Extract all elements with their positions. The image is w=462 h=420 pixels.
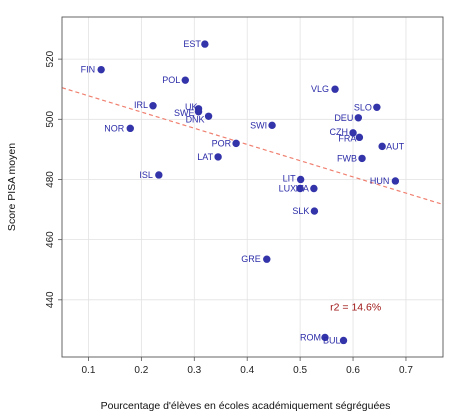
point-label-deu: DEU [334,113,353,123]
x-axis-ticks: 0.1 0.2 0.3 0.4 0.5 0.6 0.7 [82,357,413,376]
point-label-uk: UK [185,102,198,112]
data-point-por [232,139,240,148]
r2-annotation: r2 = 14.6% [330,301,381,313]
point-label-aut: AUT [386,141,405,151]
data-point-rom [321,333,329,342]
data-points [97,40,400,345]
point-label-lit: LIT [283,173,297,183]
y-tick-label: 480 [45,171,56,188]
y-tick-label: 500 [45,111,56,128]
point-label-bul: BUL [323,335,341,345]
data-point-lat [214,153,222,161]
y-tick-label: 520 [45,50,56,67]
point-label-pol: POL [162,75,180,85]
data-point-slo [373,103,381,111]
point-label-dnk: DNK [186,114,205,124]
data-point-slk [310,207,319,215]
y-axis-label: Score PISA moyen [6,143,18,231]
point-label-lat: LAT [197,152,213,162]
data-point-est [201,40,209,48]
x-tick-label: 0.3 [187,365,201,376]
y-tick-label: 460 [45,231,56,248]
x-tick-label: 0.1 [82,365,96,376]
data-point-bul [339,336,348,345]
grid [62,17,443,357]
x-tick-label: 0.5 [293,365,307,376]
x-axis-label: Pourcentage d'élèves en écoles académiqu… [101,400,391,412]
y-axis-ticks: 440 460 480 500 520 [45,50,62,308]
data-point-irl [149,102,157,110]
data-point-hun [391,177,400,185]
x-tick-label: 0.6 [346,365,360,376]
point-label-fra: FRA [338,133,356,143]
data-point-lux [296,184,304,193]
point-label-hun: HUN [370,176,390,186]
point-label-irl: IRL [134,100,148,110]
plot-frame [61,16,444,358]
data-point-gre [263,255,271,263]
point-label-slo: SLO [354,102,372,112]
point-label-vlg: VLG [311,84,329,94]
point-label-isl: ISL [139,170,153,180]
data-point-swi [268,121,276,130]
data-point-aut [378,142,386,151]
data-point-fin [97,65,105,74]
point-label-slk: SLK [292,206,309,216]
data-point-vlg [331,85,339,93]
data-point-nor [126,124,134,133]
x-tick-label: 0.7 [399,365,413,376]
data-point-czh [349,129,357,137]
point-label-fwb: FWB [337,153,357,163]
point-label-swi: SWI [250,120,267,130]
point-label-rom: ROM [300,332,321,342]
point-label-por: POR [212,138,232,148]
point-label-lux: LUX [279,184,297,194]
data-point-ita [310,184,318,193]
data-point-isl [155,171,163,179]
data-point-pol [181,76,189,84]
data-point-swe [194,108,203,116]
point-label-ita: ITA [296,184,309,194]
data-point-deu [354,114,363,122]
point-label-czh: CZH [330,127,349,137]
trend-line [61,87,444,206]
x-tick-label: 0.4 [240,365,254,376]
y-tick-label: 440 [45,291,56,308]
data-point-lit [296,175,305,184]
data-point-fra [355,133,364,142]
point-label-gre: GRE [241,254,261,264]
point-label-swe: SWE [174,108,195,118]
point-label-fin: FIN [81,65,96,75]
x-tick-label: 0.2 [134,365,148,376]
trend-line-group [61,87,444,206]
data-point-fwb [358,154,366,163]
point-label-est: EST [183,39,201,49]
point-label-nor: NOR [104,123,125,133]
data-point-dnk [204,112,213,120]
